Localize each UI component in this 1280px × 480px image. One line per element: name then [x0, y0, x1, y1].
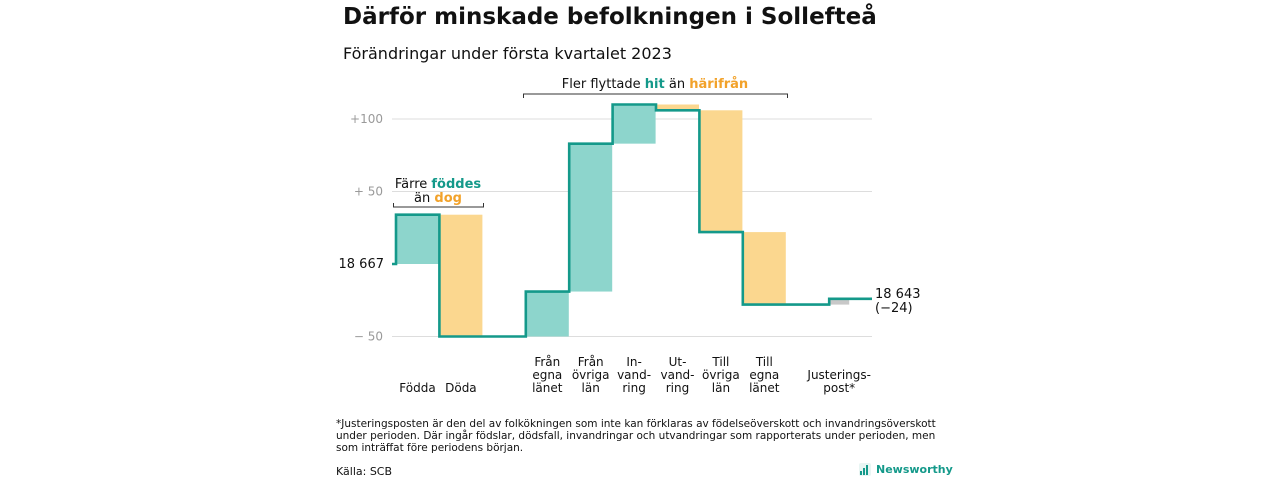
waterfall-bar — [829, 298, 850, 305]
category-label: Döda — [445, 381, 477, 395]
category-label: Till — [711, 355, 729, 369]
category-label: Ut- — [669, 355, 687, 369]
start-value-label: 18 667 — [339, 257, 385, 272]
bars-layer — [396, 104, 850, 337]
cumulative-line — [392, 103, 872, 338]
category-label: Födda — [399, 381, 435, 395]
category-label: länet — [749, 381, 780, 395]
category-label: länet — [532, 381, 563, 395]
bar-chart-icon — [859, 463, 871, 476]
category-label: egna — [532, 368, 562, 382]
category-label: In- — [626, 355, 641, 369]
category-label: Justerings- — [806, 368, 871, 382]
category-label: Från — [534, 355, 560, 369]
category-label: ring — [666, 381, 690, 395]
waterfall-bar — [656, 104, 699, 111]
waterfall-bar — [396, 214, 439, 264]
source-note: Källa: SCB — [336, 465, 393, 478]
y-tick-label: − 50 — [354, 330, 383, 344]
line-layer — [392, 103, 872, 338]
category-label: egna — [749, 368, 779, 382]
waterfall-bar — [439, 214, 483, 337]
annotation-migration: Fler flyttade hit än härifrån — [562, 77, 748, 92]
y-tick-label: +100 — [350, 112, 383, 126]
waterfall-bar — [699, 110, 743, 233]
brand-logo[interactable]: Newsworthy — [859, 463, 953, 476]
brand-name: Newsworthy — [876, 463, 953, 476]
chart-subtitle: Förändringar under första kvartalet 2023 — [343, 44, 672, 63]
category-label: Till — [755, 355, 773, 369]
waterfall-bar — [612, 104, 656, 144]
category-label: post* — [823, 381, 855, 395]
category-label: Från — [578, 355, 604, 369]
category-label: vand- — [660, 368, 694, 382]
annotation-born-vs-died-line2: än dog — [414, 191, 462, 206]
footnote: *Justeringsposten är den del av folkökni… — [336, 418, 936, 454]
chart-title: Därför minskade befolkningen i Sollefteå — [343, 4, 877, 30]
end-change-label: (−24) — [875, 301, 913, 316]
category-label: län — [712, 381, 730, 395]
category-label: övriga — [702, 368, 740, 382]
waterfall-bar — [525, 291, 569, 337]
waterfall-bar — [569, 143, 613, 292]
waterfall-bar — [742, 232, 786, 305]
category-label: vand- — [617, 368, 651, 382]
category-label: ring — [622, 381, 646, 395]
annotation-born-vs-died-line1: Färre föddes — [395, 177, 482, 192]
y-tick-label: + 50 — [354, 185, 383, 199]
end-value-label: 18 643 — [875, 287, 921, 302]
category-label: övriga — [572, 368, 610, 382]
category-label: län — [582, 381, 600, 395]
